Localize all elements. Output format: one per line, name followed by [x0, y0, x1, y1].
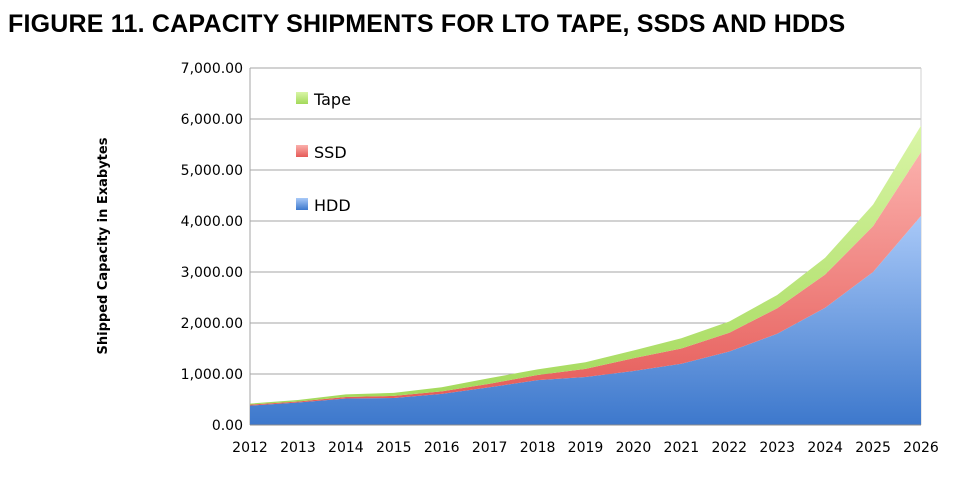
- y-tick-label: 7,000.00: [181, 61, 243, 77]
- axes: 0.00 1,000.00 2,000.00 3,000.00 4,000.00 5,00…: [181, 61, 939, 456]
- y-tick-label: 3,000.00: [181, 265, 243, 281]
- x-tick-label: 2025: [855, 440, 891, 456]
- x-tick-label: 2023: [759, 440, 795, 456]
- x-tick-label: 2024: [807, 440, 843, 456]
- legend-label-ssd: SSD: [314, 143, 347, 162]
- legend-swatch-hdd: [296, 198, 308, 210]
- x-tick-label: 2013: [280, 440, 316, 456]
- figure-title: FIGURE 11. CAPACITY SHIPMENTS FOR LTO TA…: [8, 10, 846, 38]
- legend-swatch-tape: [296, 92, 308, 104]
- x-tick-label: 2019: [568, 440, 604, 456]
- x-tick-label: 2016: [424, 440, 460, 456]
- y-tick-label: 2,000.00: [181, 316, 243, 332]
- y-tick-label: 0.00: [212, 418, 243, 434]
- x-tick-label: 2018: [520, 440, 556, 456]
- area-hdd: [250, 215, 921, 425]
- x-tick-label: 2017: [472, 440, 508, 456]
- y-tick-label: 6,000.00: [181, 112, 243, 128]
- y-tick-label: 1,000.00: [181, 367, 243, 383]
- x-tick-label: 2026: [903, 440, 939, 456]
- x-tick-label: 2022: [711, 440, 747, 456]
- x-tick-label: 2020: [616, 440, 652, 456]
- legend-label-tape: Tape: [313, 90, 351, 109]
- y-tick-label: 5,000.00: [181, 163, 243, 179]
- legend-swatch-ssd: [296, 145, 308, 157]
- x-tick-label: 2021: [664, 440, 700, 456]
- legend: Tape SSD HDD: [296, 90, 351, 215]
- area-ssd: [250, 152, 921, 406]
- x-tick-label: 2014: [328, 440, 364, 456]
- legend-label-hdd: HDD: [314, 196, 351, 215]
- x-tick-label: 2015: [376, 440, 412, 456]
- y-tick-label: 4,000.00: [181, 214, 243, 230]
- series-areas: [250, 125, 921, 425]
- x-tick-label: 2012: [232, 440, 268, 456]
